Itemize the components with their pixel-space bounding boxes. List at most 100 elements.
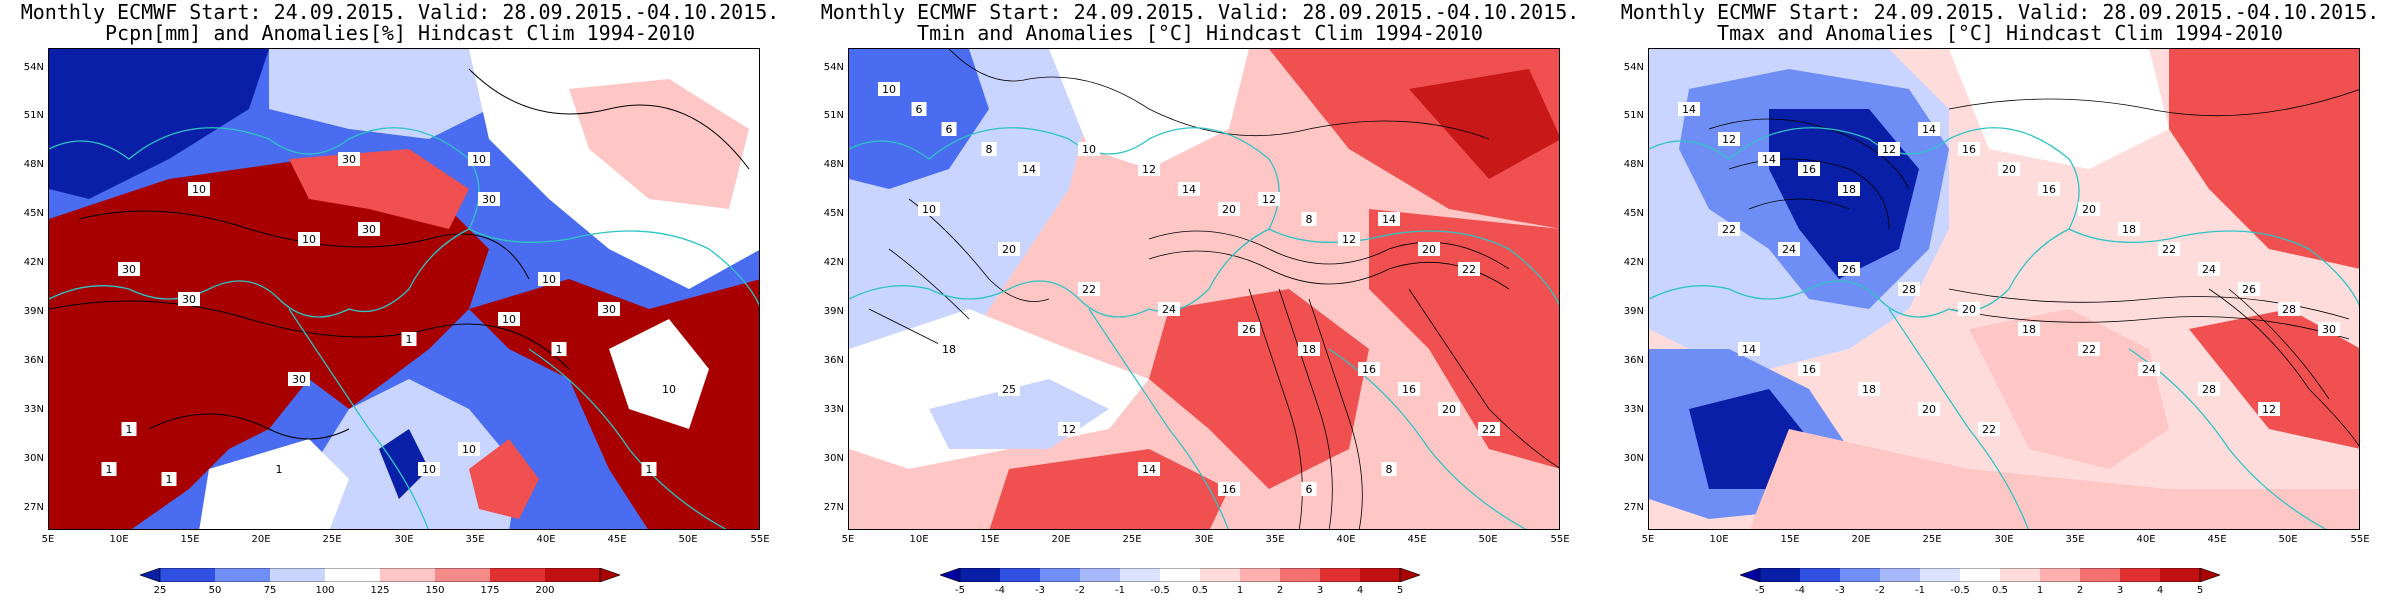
contour-label: 16 xyxy=(1398,382,1420,396)
svg-text:20: 20 xyxy=(2082,203,2096,216)
svg-text:10: 10 xyxy=(1082,143,1096,156)
svg-text:22: 22 xyxy=(1482,423,1496,436)
colorbar-label: 25 xyxy=(153,585,167,596)
colorbar-label: 150 xyxy=(425,585,445,596)
lon-label: 25E xyxy=(1122,534,1142,545)
panel-tmax: Monthly ECMWF Start: 24.09.2015. Valid: … xyxy=(1600,0,2400,600)
svg-text:10: 10 xyxy=(302,233,316,246)
lon-label: 45E xyxy=(1407,534,1427,545)
contour-label: 1 xyxy=(121,422,137,436)
contour-label: 6 xyxy=(911,102,927,116)
contour-label: 20 xyxy=(1418,242,1440,256)
colorbar-label: 125 xyxy=(370,585,390,596)
svg-text:18: 18 xyxy=(1862,383,1876,396)
contour-label: 26 xyxy=(1238,322,1260,336)
lat-label: 45N xyxy=(1623,208,1644,219)
lat-label: 54N xyxy=(1623,62,1644,73)
panel-title-line1: Monthly ECMWF Start: 24.09.2015. Valid: … xyxy=(20,0,780,24)
contour-label: 10 xyxy=(188,182,210,196)
lat-label: 42N xyxy=(23,257,44,268)
svg-text:18: 18 xyxy=(1842,183,1856,196)
contour-label: 28 xyxy=(2198,382,2220,396)
svg-text:26: 26 xyxy=(1842,263,1856,276)
contour-label: 20 xyxy=(1998,162,2020,176)
lat-label: 42N xyxy=(1623,257,1644,268)
contour-label: 12 xyxy=(1138,162,1160,176)
lon-label: 50E xyxy=(1478,534,1498,545)
contour-label: 30 xyxy=(118,262,140,276)
svg-text:14: 14 xyxy=(1382,213,1396,226)
contour-label: 14 xyxy=(1738,342,1760,356)
contour-label: 10 xyxy=(658,382,680,396)
contour-label: 10 xyxy=(298,232,320,246)
contour-label: 30 xyxy=(178,292,200,306)
svg-text:30: 30 xyxy=(2322,323,2336,336)
lon-label: 50E xyxy=(2278,534,2298,545)
contour-label: 10 xyxy=(468,152,490,166)
svg-text:16: 16 xyxy=(1362,363,1376,376)
svg-text:10: 10 xyxy=(472,153,486,166)
svg-text:12: 12 xyxy=(1882,143,1896,156)
colorbar-label: -2 xyxy=(1075,585,1085,596)
lat-label: 42N xyxy=(823,257,844,268)
contour-label: 14 xyxy=(1678,102,1700,116)
svg-text:20: 20 xyxy=(1422,243,1436,256)
lat-label: 33N xyxy=(23,404,44,415)
colorbar-label: 2 xyxy=(1276,585,1284,596)
contour-label: 18 xyxy=(1838,182,1860,196)
svg-text:24: 24 xyxy=(1162,303,1176,316)
svg-text:6: 6 xyxy=(946,123,953,136)
contour-label: 6 xyxy=(1301,482,1317,496)
svg-text:30: 30 xyxy=(122,263,136,276)
contour-label: 10 xyxy=(918,202,940,216)
contour-label: 14 xyxy=(1178,182,1200,196)
svg-text:20: 20 xyxy=(1222,203,1236,216)
contour-label: 6 xyxy=(941,122,957,136)
svg-text:14: 14 xyxy=(1182,183,1196,196)
lat-label: 33N xyxy=(1623,404,1644,415)
lon-label: 5E xyxy=(841,534,855,545)
colorbar-label: 1 xyxy=(2036,585,2044,596)
lon-label: 40E xyxy=(1336,534,1356,545)
contour-label: 1 xyxy=(401,332,417,346)
lon-label: 20E xyxy=(1851,534,1871,545)
svg-text:1: 1 xyxy=(646,463,653,476)
svg-text:22: 22 xyxy=(2162,243,2176,256)
lat-label: 30N xyxy=(823,453,844,464)
contour-label: 1 xyxy=(161,472,177,486)
contour-label: 8 xyxy=(1301,212,1317,226)
lon-label: 55E xyxy=(750,534,770,545)
lat-label: 39N xyxy=(1623,306,1644,317)
svg-text:12: 12 xyxy=(1722,133,1736,146)
lon-label: 30E xyxy=(1194,534,1214,545)
svg-text:14: 14 xyxy=(1142,463,1156,476)
lat-label: 48N xyxy=(23,159,44,170)
lon-label: 15E xyxy=(180,534,200,545)
svg-text:25: 25 xyxy=(1002,383,1016,396)
lat-label: 36N xyxy=(823,355,844,366)
panel-title-line2: Tmax and Anomalies [°C] Hindcast Clim 19… xyxy=(1717,21,2283,45)
lon-label: 50E xyxy=(678,534,698,545)
panel-title-line1: Monthly ECMWF Start: 24.09.2015. Valid: … xyxy=(1620,0,2380,24)
svg-text:22: 22 xyxy=(2082,343,2096,356)
contour-label: 12 xyxy=(1258,192,1280,206)
map-precip: 10 10 10 30 30 30 30 30 10 1 1 10 30 10 1 30 1 1 10 1 10 1 xyxy=(49,49,759,529)
svg-text:12: 12 xyxy=(1062,423,1076,436)
svg-text:16: 16 xyxy=(1802,363,1816,376)
svg-text:16: 16 xyxy=(1222,483,1236,496)
svg-text:14: 14 xyxy=(1762,153,1776,166)
svg-text:16: 16 xyxy=(1962,143,1976,156)
lat-label: 36N xyxy=(1623,355,1644,366)
colorbar-label: 4 xyxy=(2156,585,2164,596)
colorbar-label: 3 xyxy=(2116,585,2124,596)
contour-label: 24 xyxy=(2138,362,2160,376)
contour-label: 30 xyxy=(598,302,620,316)
colorbar-label: 175 xyxy=(480,585,500,596)
contour-label: 14 xyxy=(1138,462,1160,476)
contour-label: 14 xyxy=(1918,122,1940,136)
colorbar-label: -3 xyxy=(1035,585,1045,596)
lon-label: 10E xyxy=(109,534,129,545)
svg-text:30: 30 xyxy=(482,193,496,206)
contour-label: 1 xyxy=(101,462,117,476)
colorbar-label: -4 xyxy=(1795,585,1805,596)
